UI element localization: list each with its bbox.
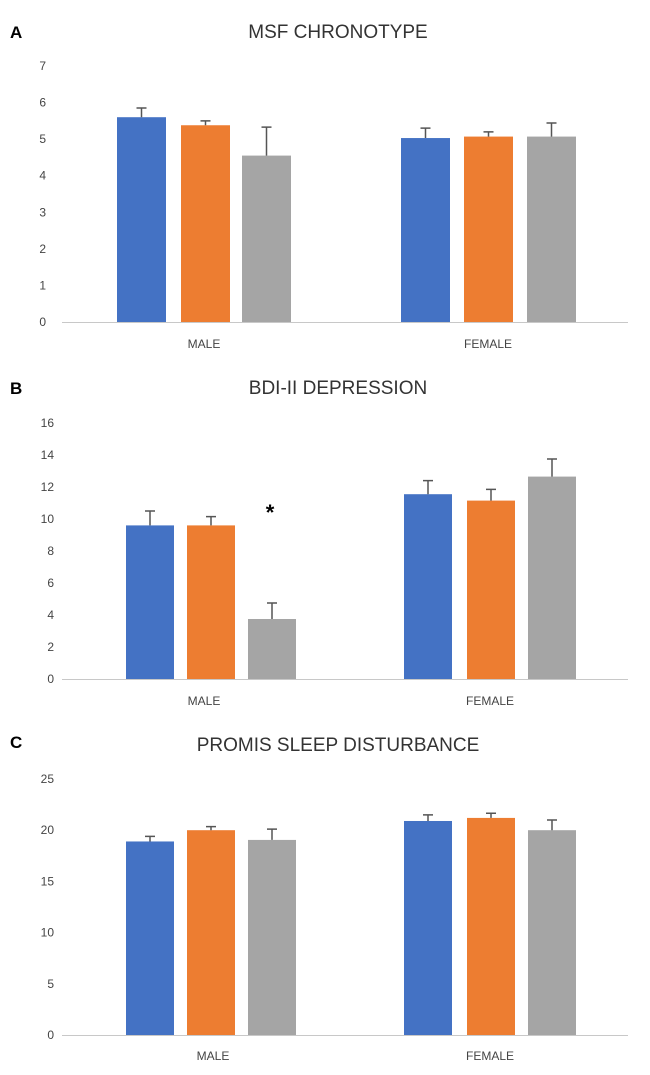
- panel-a-label: A: [10, 23, 22, 42]
- panel-a-title: MSF CHRONOTYPE: [248, 22, 427, 43]
- panel-c-bar-male-series-1: [126, 841, 174, 1035]
- panel-b-y-tick-2: 2: [47, 640, 54, 654]
- panel-a-y-tick-3: 3: [39, 205, 46, 219]
- panel-a-bars: [117, 117, 576, 322]
- panel-b-bar-female-series-2: [467, 500, 515, 679]
- panel-b-y-tick-6: 6: [47, 576, 54, 590]
- panel-b-category-male: MALE: [188, 694, 221, 708]
- panel-a-bar-female-series-2: [464, 136, 513, 322]
- panel-c-error-bar-female-series-3: [547, 819, 557, 831]
- panel-c-title: PROMIS SLEEP DISTURBANCE: [197, 735, 480, 756]
- panel-b-bar-male-series-3: [248, 619, 296, 679]
- panel-c-y-tick-0: 0: [47, 1028, 54, 1042]
- panel-b-y-tick-12: 12: [41, 480, 55, 494]
- panel-c-error-bar-female-series-1: [423, 814, 433, 821]
- panel-c-error-bar-male-series-2: [206, 825, 216, 831]
- panel-a-y-tick-1: 1: [39, 278, 46, 292]
- panel-c-error-bar-male-series-3: [267, 828, 277, 840]
- panel-c-category-male: MALE: [197, 1049, 230, 1063]
- panel-b-y-tick-4: 4: [47, 608, 54, 622]
- panel-a-category-female: FEMALE: [464, 337, 512, 351]
- panel-b-category-female: FEMALE: [466, 694, 514, 708]
- panel-c-bar-female-series-1: [404, 820, 452, 1035]
- panel-a-error-bar-female-series-2: [483, 131, 494, 137]
- panel-b-bar-male-series-1: [126, 525, 174, 679]
- panel-c-bar-male-series-2: [187, 830, 235, 1035]
- panel-c-y-tick-20: 20: [41, 823, 55, 837]
- panel-a-y-tick-7: 7: [39, 59, 46, 73]
- panel-a-bar-male-series-2: [181, 125, 230, 322]
- panel-a-bar-male-series-1: [117, 117, 166, 322]
- panel-a-y-tick-4: 4: [39, 169, 46, 183]
- panel-a-category-male: MALE: [188, 337, 221, 351]
- panel-b-bar-male-series-2: [187, 525, 235, 679]
- panel-b-y-tick-16: 16: [41, 416, 55, 430]
- panel-b-error-bar-male-series-1: [145, 510, 155, 526]
- panel-b-bar-female-series-1: [404, 494, 452, 679]
- panel-b: B BDI-II DEPRESSION 0 2 4 6 8 10 12 14 16 MALE F…: [10, 378, 628, 708]
- panel-c: C PROMIS SLEEP DISTURBANCE 0 5 10 15 20 25 MA…: [10, 733, 628, 1063]
- panel-c-label: C: [10, 733, 22, 752]
- panel-b-error-bar-female-series-3: [547, 458, 557, 477]
- panel-b-bar-female-series-3: [528, 476, 576, 679]
- panel-b-error-bar-female-series-2: [486, 488, 496, 501]
- panel-c-bar-female-series-3: [528, 830, 576, 1035]
- panel-a-y-tick-5: 5: [39, 132, 46, 146]
- panel-c-error-bar-female-series-2: [486, 812, 496, 818]
- panel-b-error-bar-female-series-1: [423, 479, 433, 495]
- panel-b-error-bars: [145, 458, 557, 619]
- panel-c-y-tick-10: 10: [41, 926, 55, 940]
- panel-a-y-tick-2: 2: [39, 242, 46, 256]
- panel-c-y-ticks: 0 5 10 15 20 25: [41, 772, 55, 1042]
- panel-b-error-bar-male-series-2: [206, 515, 216, 526]
- panel-a: A MSF CHRONOTYPE 0 1 2 3 4 5 6 7 MALE FEMALE: [10, 22, 628, 351]
- panel-a-y-tick-6: 6: [39, 96, 46, 110]
- panel-a-error-bar-male-series-1: [136, 107, 147, 118]
- panel-a-bar-male-series-3: [242, 155, 291, 322]
- panel-b-y-tick-0: 0: [47, 672, 54, 686]
- panel-b-y-ticks: 0 2 4 6 8 10 12 14 16: [41, 416, 55, 686]
- panel-c-y-tick-15: 15: [41, 874, 55, 888]
- panel-c-category-female: FEMALE: [466, 1049, 514, 1063]
- panel-a-bar-female-series-3: [527, 136, 576, 322]
- panel-a-y-ticks: 0 1 2 3 4 5 6 7: [39, 59, 46, 329]
- panel-a-error-bar-male-series-3: [261, 126, 272, 156]
- panel-c-y-tick-25: 25: [41, 772, 55, 786]
- panel-c-bar-male-series-3: [248, 839, 296, 1035]
- panel-b-bars: [126, 476, 576, 679]
- panel-b-y-tick-10: 10: [41, 512, 55, 526]
- panel-c-error-bar-male-series-1: [145, 835, 155, 842]
- panel-c-error-bars: [145, 812, 557, 842]
- panel-a-bar-female-series-1: [401, 138, 450, 322]
- panel-a-error-bar-female-series-3: [546, 122, 557, 137]
- panel-b-title: BDI-II DEPRESSION: [249, 378, 427, 399]
- panel-b-y-tick-8: 8: [47, 544, 54, 558]
- panel-c-bar-female-series-2: [467, 817, 515, 1035]
- panel-c-bars: [126, 817, 576, 1035]
- panel-c-y-tick-5: 5: [47, 977, 54, 991]
- panel-b-significance-marker: *: [266, 500, 275, 525]
- panel-b-label: B: [10, 379, 22, 398]
- panel-a-error-bars: [136, 107, 557, 156]
- panel-b-y-tick-14: 14: [41, 448, 55, 462]
- panel-a-error-bar-male-series-2: [200, 120, 211, 126]
- panel-a-error-bar-female-series-1: [420, 127, 431, 139]
- panel-b-error-bar-male-series-3: [267, 602, 277, 619]
- panel-a-y-tick-0: 0: [39, 315, 46, 329]
